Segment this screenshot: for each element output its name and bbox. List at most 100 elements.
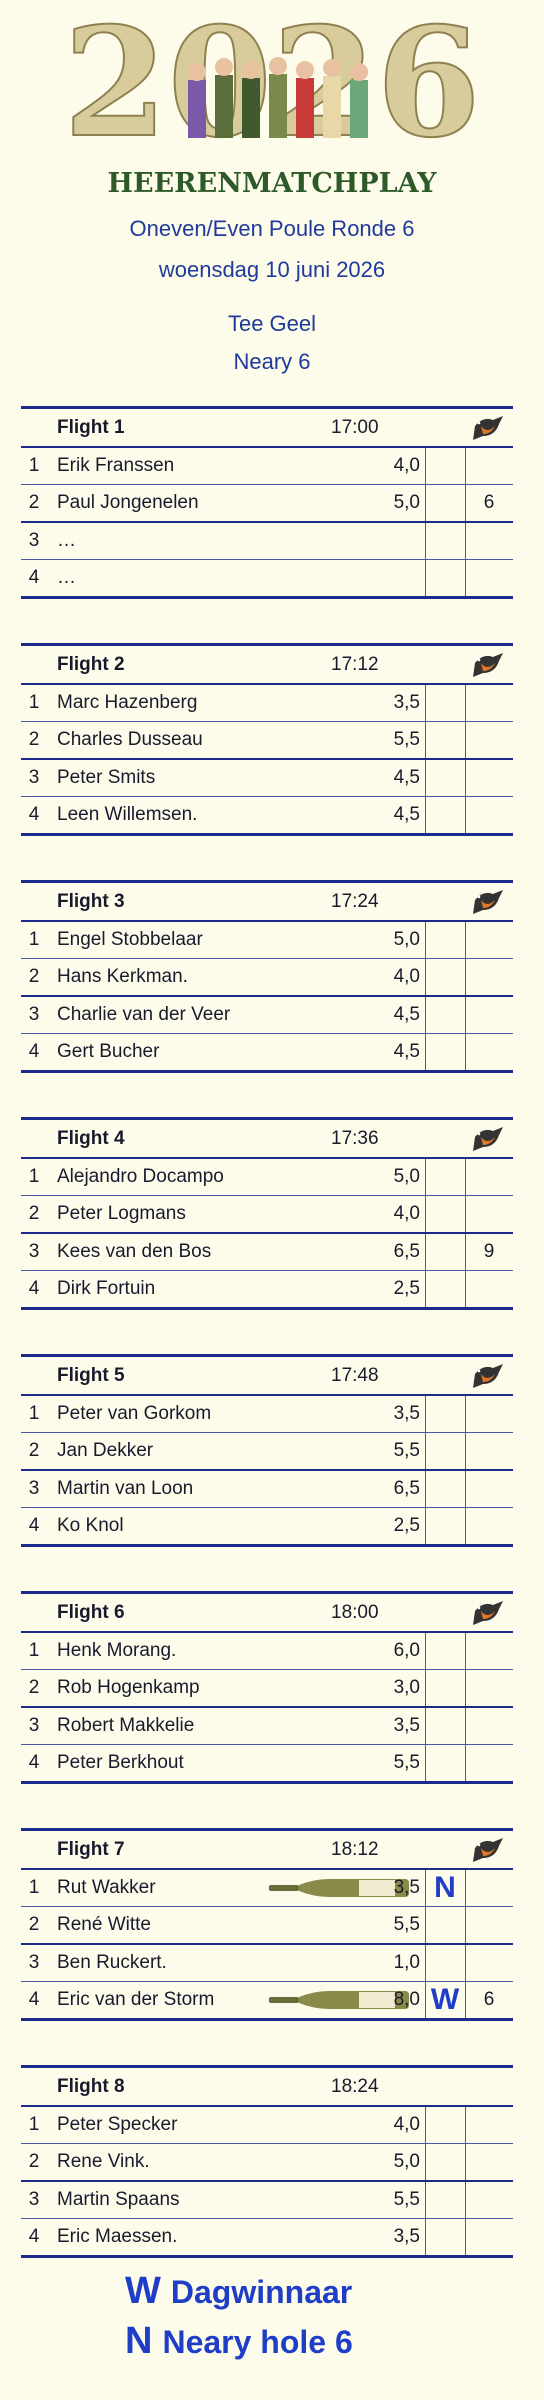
player-name: Gert Bucher — [57, 1041, 160, 1062]
row-number: 2 — [28, 729, 40, 750]
score: 3,5 — [393, 1715, 420, 1736]
divider — [425, 760, 426, 796]
player-name: Dirk Fortuin — [57, 1278, 156, 1299]
divider — [425, 922, 426, 958]
flight-time: 17:00 — [331, 417, 379, 438]
score: 5,0 — [393, 1166, 420, 1187]
logo: 2026 HEERENMATCHPLAY — [62, 20, 481, 199]
row-number: 2 — [28, 1914, 40, 1935]
divider — [465, 1945, 466, 1981]
player-row: 4 Ko Knol 2,5 — [21, 1508, 513, 1544]
divider — [465, 1870, 466, 1906]
wine-bottle — [269, 1877, 409, 1913]
flight-table: Flight 7 18:12 1 Rut Wakker 3,5 N 2 René Witte 5… — [21, 1828, 513, 2021]
round-title: Oneven/Even Poule Ronde 6 — [129, 216, 415, 241]
player-row: 4… — [21, 560, 513, 596]
flight-name: Flight 6 — [57, 1602, 125, 1623]
divider — [465, 1196, 466, 1232]
player-name: Peter Smits — [57, 767, 156, 788]
row-number: 1 — [28, 929, 40, 950]
legend-text: Neary hole 6 — [162, 2324, 353, 2360]
player-name: Ko Knol — [57, 1515, 124, 1536]
divider — [425, 797, 426, 833]
divider — [465, 997, 466, 1033]
score: 2,5 — [393, 1515, 420, 1536]
bird-icon — [469, 1834, 509, 1871]
divider — [465, 1034, 466, 1070]
flight-time: 18:12 — [331, 1839, 379, 1860]
divider — [425, 560, 426, 596]
row-number: 3 — [28, 767, 40, 788]
score: 3,5 — [393, 692, 420, 713]
player-name: Rut Wakker — [57, 1877, 156, 1898]
logo-text: HEERENMATCHPLAY — [108, 168, 438, 199]
divider — [425, 2144, 426, 2180]
divider — [465, 1708, 466, 1744]
divider — [465, 1670, 466, 1706]
flight-table: Flight 8 18:24 1 Peter Specker 4,0 2 Rene Vink… — [21, 2065, 513, 2258]
flight-header: Flight 7 18:12 — [21, 1831, 513, 1870]
player-row: 3 Peter Smits 4,5 — [21, 760, 513, 797]
flight-name: Flight 2 — [57, 654, 125, 675]
player-row: 1 Erik Franssen 4,0 — [21, 448, 513, 485]
divider — [465, 1396, 466, 1432]
row-number: 1 — [28, 1403, 40, 1424]
divider — [465, 685, 466, 721]
row-number: 4 — [28, 1989, 40, 2010]
divider — [425, 1670, 426, 1706]
row-number: 2 — [28, 1440, 40, 1461]
row-number: 4 — [28, 804, 40, 825]
player-name: Eric Maessen. — [57, 2226, 178, 2247]
logo-figures — [188, 57, 368, 138]
divider — [465, 448, 466, 484]
row-number: 3 — [28, 1004, 40, 1025]
row-number: 3 — [28, 530, 40, 551]
flight-name: Flight 7 — [57, 1839, 125, 1860]
flight-time: 17:36 — [331, 1128, 379, 1149]
player-name: Henk Morang. — [57, 1640, 177, 1661]
divider — [465, 1633, 466, 1669]
divider — [425, 1633, 426, 1669]
row-number: 2 — [28, 492, 40, 513]
row-number: 4 — [28, 2226, 40, 2247]
flight-header: Flight 3 17:24 — [21, 883, 513, 922]
player-row: 2 René Witte 5,5 — [21, 1907, 513, 1945]
row-number: 1 — [28, 1640, 40, 1661]
player-row: 2 Hans Kerkman. 4,0 — [21, 959, 513, 997]
player-row: 1 Rut Wakker 3,5 N — [21, 1870, 513, 1907]
score: 4,0 — [393, 455, 420, 476]
player-name: Paul Jongenelen — [57, 492, 199, 513]
player-name: … — [57, 567, 76, 588]
player-row: 2 Rob Hogenkamp 3,0 — [21, 1670, 513, 1708]
bird-icon — [469, 1123, 509, 1160]
divider — [465, 760, 466, 796]
divider — [425, 1471, 426, 1507]
player-name: René Witte — [57, 1914, 151, 1935]
divider — [425, 1396, 426, 1432]
flight-name: Flight 3 — [57, 891, 125, 912]
score: 4,5 — [393, 1041, 420, 1062]
row-number: 2 — [28, 1203, 40, 1224]
flight-time: 17:48 — [331, 1365, 379, 1386]
score: 6,5 — [393, 1478, 420, 1499]
player-row: 1 Marc Hazenberg 3,5 — [21, 685, 513, 722]
flight-name: Flight 1 — [57, 417, 125, 438]
divider — [465, 1982, 466, 2018]
divider — [425, 685, 426, 721]
flight-name: Flight 5 — [57, 1365, 125, 1386]
player-row: 1 Peter Specker 4,0 — [21, 2107, 513, 2144]
award-mark: W — [430, 1983, 460, 2016]
divider — [425, 1708, 426, 1744]
player-row: 3 Martin van Loon 6,5 — [21, 1471, 513, 1508]
flight-table: Flight 1 17:00 1 Erik Franssen 4,0 2 Paul Jong… — [21, 406, 513, 599]
divider — [465, 485, 466, 521]
divider — [465, 1271, 466, 1307]
row-number: 4 — [28, 1515, 40, 1536]
player-name: Engel Stobbelaar — [57, 929, 203, 950]
score: 3,0 — [393, 1677, 420, 1698]
legend: W Dagwinnaar N Neary hole 6 — [125, 2270, 353, 2370]
date: woensdag 10 juni 2026 — [158, 257, 386, 282]
score: 4,0 — [393, 966, 420, 987]
divider — [465, 1234, 466, 1270]
divider — [425, 1196, 426, 1232]
